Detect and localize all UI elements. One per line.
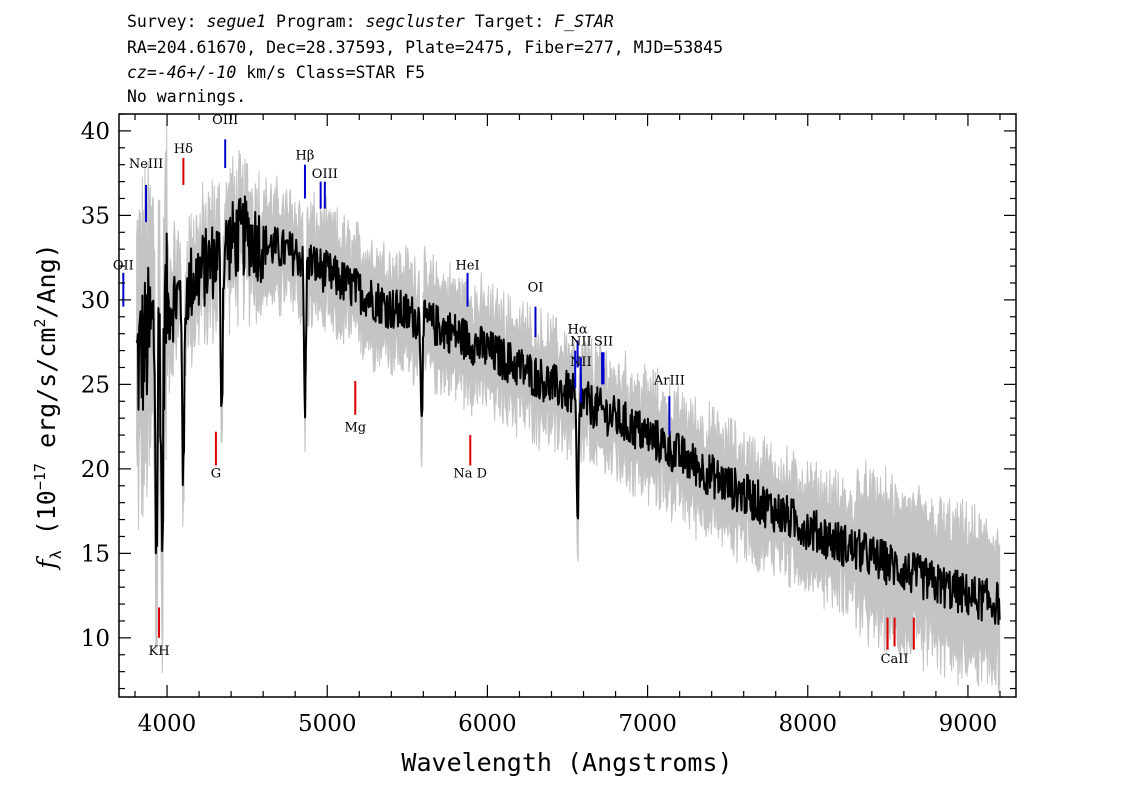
plot-frame bbox=[118, 113, 1017, 698]
target-value: F_STAR bbox=[554, 12, 614, 31]
program-label: Program: bbox=[276, 12, 356, 31]
x-tick-label: 6000 bbox=[458, 711, 517, 737]
line-marker-label: OIII bbox=[212, 113, 238, 128]
y-tick-label: 15 bbox=[81, 541, 110, 567]
y-axis: 10 15 20 25 30 35 40 bbox=[81, 113, 1016, 690]
cz-value: -46+/-10 bbox=[156, 63, 237, 82]
survey-value: segue1 bbox=[206, 12, 267, 31]
line-marker-label: OIII bbox=[312, 167, 338, 182]
x-tick-label: 4000 bbox=[138, 711, 197, 737]
program-value: segcluster bbox=[365, 12, 465, 31]
line-marker-label: NII bbox=[570, 335, 592, 350]
line-marker-label: CaII bbox=[881, 652, 909, 667]
y-label-pre: (10 bbox=[32, 490, 61, 550]
x-axis: 4000 5000 6000 7000 8000 9000 bbox=[134, 114, 1001, 737]
flux-series-line bbox=[135, 195, 1001, 625]
y-label-lambda: λ bbox=[47, 550, 65, 559]
header-line-4: No warnings. bbox=[127, 87, 247, 106]
y-label-f: f bbox=[32, 556, 61, 571]
line-marker-label: HeI bbox=[455, 258, 479, 273]
x-tick-label: 5000 bbox=[298, 711, 357, 737]
y-label-exp2: 2 bbox=[31, 319, 49, 328]
line-marker-label: Na D bbox=[453, 466, 487, 481]
y-label-mid: erg/s/cm bbox=[32, 328, 61, 463]
header-line-2: RA=204.61670, Dec=28.37593, Plate=2475, … bbox=[127, 38, 724, 57]
y-label-exp1: −17 bbox=[31, 463, 49, 490]
line-marker-label: G bbox=[211, 466, 221, 481]
cz-label: cz= bbox=[127, 63, 157, 82]
line-marker-label: ArIII bbox=[653, 373, 685, 388]
y-label-post: /Ang) bbox=[32, 243, 61, 318]
line-marker-label: NII bbox=[570, 355, 592, 370]
target-label: Target: bbox=[474, 12, 545, 31]
line-marker-label: NeIII bbox=[129, 157, 163, 172]
y-tick-label: 25 bbox=[81, 372, 110, 398]
line-marker-label: KH bbox=[149, 644, 170, 659]
x-tick-label: 8000 bbox=[778, 711, 837, 737]
y-tick-label: 10 bbox=[81, 626, 110, 652]
y-tick-label: 35 bbox=[81, 203, 110, 229]
line-marker-label: Mg bbox=[344, 421, 366, 436]
line-marker-label: Hδ bbox=[174, 142, 193, 157]
x-axis-label: Wavelength (Angstroms) bbox=[401, 748, 732, 777]
y-tick-label: 30 bbox=[81, 288, 110, 314]
y-axis-label: fλ (10−17 erg/s/cm2/Ang) bbox=[31, 243, 65, 570]
line-marker-label: Hβ bbox=[296, 149, 315, 164]
line-marker-label: Hα bbox=[568, 323, 588, 338]
header-line-3: cz=-46+/-10 km/s Class=STAR F5 bbox=[127, 63, 425, 83]
line-marker-label: SII bbox=[594, 335, 613, 350]
x-tick-label: 9000 bbox=[939, 711, 998, 737]
survey-label: Survey: bbox=[127, 12, 197, 31]
y-tick-label: 20 bbox=[81, 457, 110, 483]
header-line-1: Survey: segue1 Program: segcluster Targe… bbox=[127, 12, 614, 32]
line-marker-label: OI bbox=[528, 280, 544, 295]
cz-rest: km/s Class=STAR F5 bbox=[236, 63, 426, 82]
y-tick-label: 40 bbox=[81, 119, 110, 145]
flux-line bbox=[135, 195, 1001, 625]
x-tick-label: 7000 bbox=[618, 711, 677, 737]
